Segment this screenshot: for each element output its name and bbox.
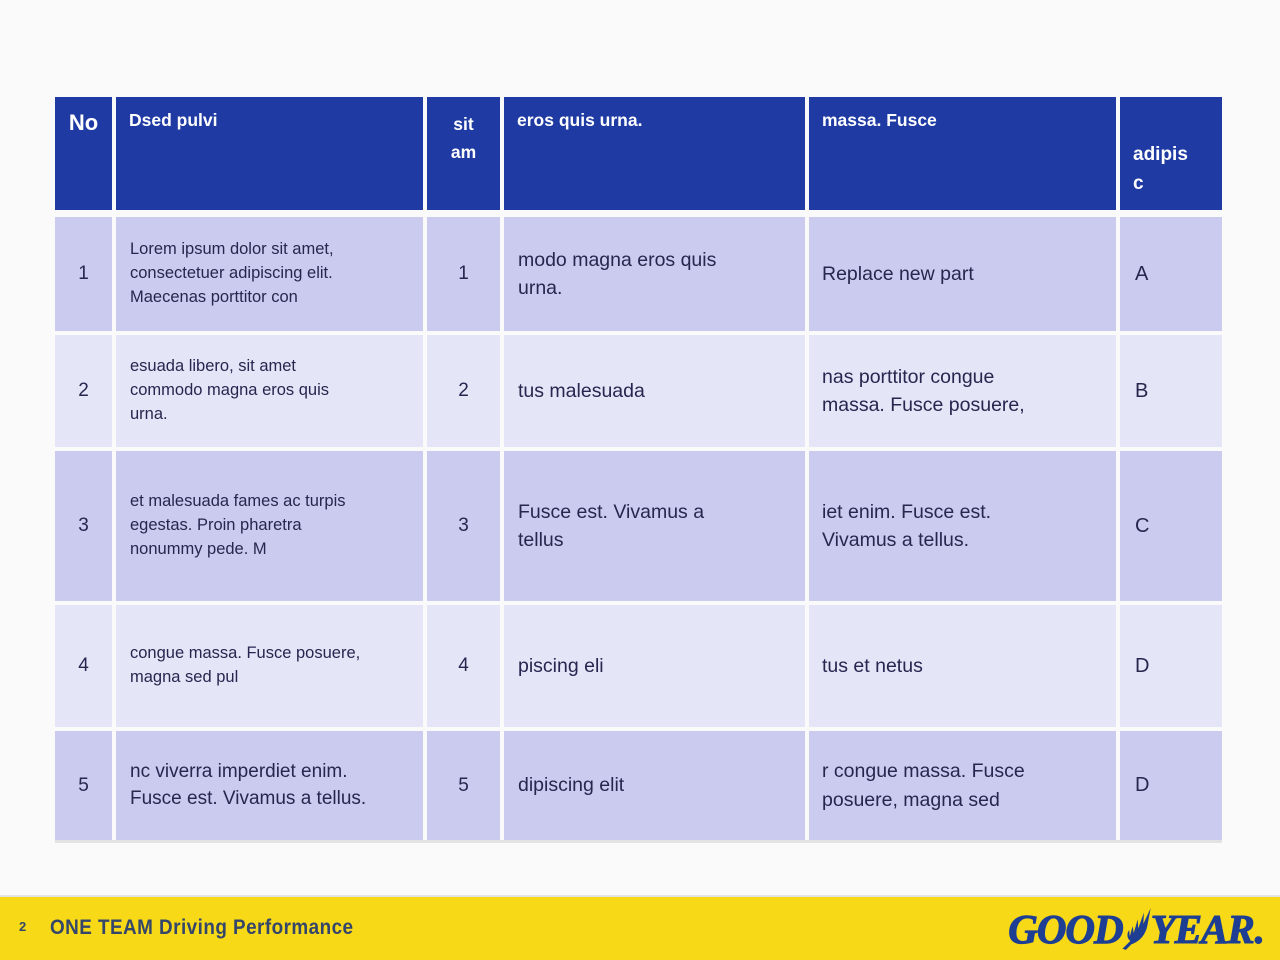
table-cell: Replace new part — [809, 217, 1116, 331]
table-body: 1 Lorem ipsum dolor sit amet, consectetue… — [55, 217, 1222, 840]
table-cell: 4 — [55, 605, 112, 727]
table-header: No Dsed pulvi sit am eros quis urna. massa. … — [55, 97, 1222, 210]
table-header-row: No Dsed pulvi sit am eros quis urna. massa. … — [55, 97, 1222, 210]
table-cell: 1 — [427, 217, 500, 331]
footer-title: ONE TEAM Driving Performance — [50, 916, 354, 939]
table-cell: 3 — [427, 451, 500, 601]
table-cell: tus malesuada — [504, 335, 805, 447]
table-cell: et malesuada fames ac turpis egestas. Pr… — [116, 451, 423, 601]
table-cell: r congue massa. Fusce posuere, magna sed — [809, 731, 1116, 840]
table-cell: 4 — [427, 605, 500, 727]
header-cell: No — [55, 97, 112, 210]
table-cell: esuada libero, sit amet commodo magna er… — [116, 335, 423, 447]
header-cell: adipis c — [1120, 97, 1222, 210]
table-cell: Lorem ipsum dolor sit amet, consectetuer… — [116, 217, 423, 331]
table-row: 5 nc viverra imperdiet enim. Fusce est. V… — [55, 731, 1222, 840]
table-cell: A — [1120, 217, 1222, 331]
table-cell: modo magna eros quis urna. — [504, 217, 805, 331]
table-cell: 2 — [55, 335, 112, 447]
page-number: 2 — [19, 919, 27, 934]
wingfoot-icon — [1122, 907, 1151, 950]
table-row: 2 esuada libero, sit amet commodo magna e… — [55, 335, 1222, 447]
table-cell: nas porttitor congue massa. Fusce posuer… — [809, 335, 1116, 447]
table-cell: 1 — [55, 217, 112, 331]
header-cell: eros quis urna. — [504, 97, 805, 210]
table-cell: 2 — [427, 335, 500, 447]
table-cell: D — [1120, 605, 1222, 727]
goodyear-logo: GOOD YEAR . — [1008, 906, 1266, 952]
table-cell: tus et netus — [809, 605, 1116, 727]
table-cell: B — [1120, 335, 1222, 447]
header-cell: Dsed pulvi — [116, 97, 423, 210]
data-table: No Dsed pulvi sit am eros quis urna. massa. … — [55, 97, 1222, 840]
table-cell: C — [1120, 451, 1222, 601]
table-row: 1 Lorem ipsum dolor sit amet, consectetue… — [55, 217, 1222, 331]
header-cell: sit am — [427, 97, 500, 210]
logo-text-good: GOOD — [1008, 906, 1125, 952]
table-cell: 3 — [55, 451, 112, 601]
footer-bar: 2 ONE TEAM Driving Performance GOOD YEAR… — [0, 895, 1280, 960]
table-cell: dipiscing elit — [504, 731, 805, 840]
logo-period: . — [1254, 906, 1265, 952]
table-cell: nc viverra imperdiet enim. Fusce est. Vi… — [116, 731, 423, 840]
table-row: 4 congue massa. Fusce posuere, magna sed … — [55, 605, 1222, 727]
table-cell: 5 — [427, 731, 500, 840]
logo-text-year: YEAR — [1150, 906, 1255, 952]
table-cell: 5 — [55, 731, 112, 840]
table-cell: Fusce est. Vivamus a tellus — [504, 451, 805, 601]
header-cell: massa. Fusce — [809, 97, 1116, 210]
table-row: 3 et malesuada fames ac turpis egestas. P… — [55, 451, 1222, 601]
table-cell: congue massa. Fusce posuere, magna sed p… — [116, 605, 423, 727]
table-cell: piscing eli — [504, 605, 805, 727]
table-cell: D — [1120, 731, 1222, 840]
table-cell: iet enim. Fusce est. Vivamus a tellus. — [809, 451, 1116, 601]
